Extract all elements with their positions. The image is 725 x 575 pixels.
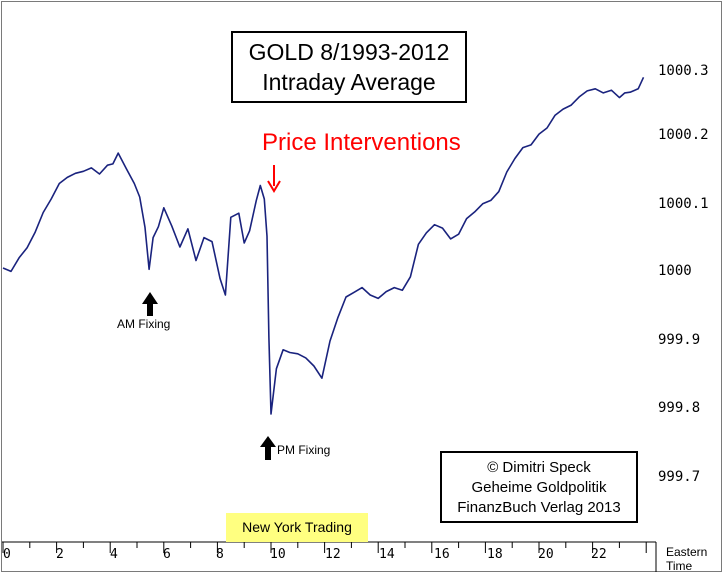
x-tick-label: 18	[487, 547, 503, 562]
x-tick-label: 12	[325, 547, 341, 562]
credit-line-1: © Dimitri Speck	[487, 459, 591, 476]
x-axis-label-line-2: Time	[666, 559, 693, 573]
new-york-trading-highlight: New York Trading	[226, 513, 368, 542]
price-line	[2, 76, 645, 415]
x-tick-label: 16	[434, 547, 450, 562]
credit-line-3: FinanzBuch Verlag 2013	[457, 499, 621, 516]
x-tick-label: 6	[163, 547, 171, 562]
am-fixing-arrow-icon	[142, 292, 158, 316]
am-fixing-label: AM Fixing	[117, 317, 171, 331]
y-tick-label: 1000.2	[658, 127, 709, 143]
price-interventions-label: Price Interventions	[262, 129, 461, 156]
y-tick-label: 1000	[658, 263, 692, 279]
x-axis-label: Eastern Time	[666, 545, 707, 573]
x-tick-label: 14	[379, 547, 395, 562]
intervention-arrow	[267, 165, 281, 193]
x-axis-label-line-1: Eastern	[666, 545, 708, 559]
x-tick-marks	[2, 542, 647, 553]
credit-box: © Dimitri Speck Geheime Goldpolitik Fina…	[440, 451, 638, 523]
chart-title-box: GOLD 8/1993-2012 Intraday Average	[231, 31, 467, 103]
x-tick-label: 8	[216, 547, 224, 562]
y-tick-label: 999.7	[658, 469, 701, 485]
x-tick-label: 2	[56, 547, 64, 562]
x-tick-label: 4	[110, 547, 118, 562]
chart-title-line-1: GOLD 8/1993-2012	[248, 39, 450, 65]
credit-line-2: Geheime Goldpolitik	[471, 479, 607, 496]
y-tick-label: 1000.3	[658, 63, 709, 79]
chart-title-line-2: Intraday Average	[262, 69, 436, 95]
x-tick-label: 10	[270, 547, 286, 562]
x-tick-label: 22	[591, 547, 607, 562]
x-tick-label: 20	[538, 547, 554, 562]
pm-fixing-label: PM Fixing	[277, 443, 331, 457]
y-tick-label: 999.8	[658, 400, 701, 416]
pm-fixing-arrow-icon	[260, 436, 276, 460]
y-tick-label: 1000.1	[658, 196, 709, 212]
x-tick-label: 0	[3, 547, 11, 562]
y-tick-label: 999.9	[658, 332, 701, 348]
